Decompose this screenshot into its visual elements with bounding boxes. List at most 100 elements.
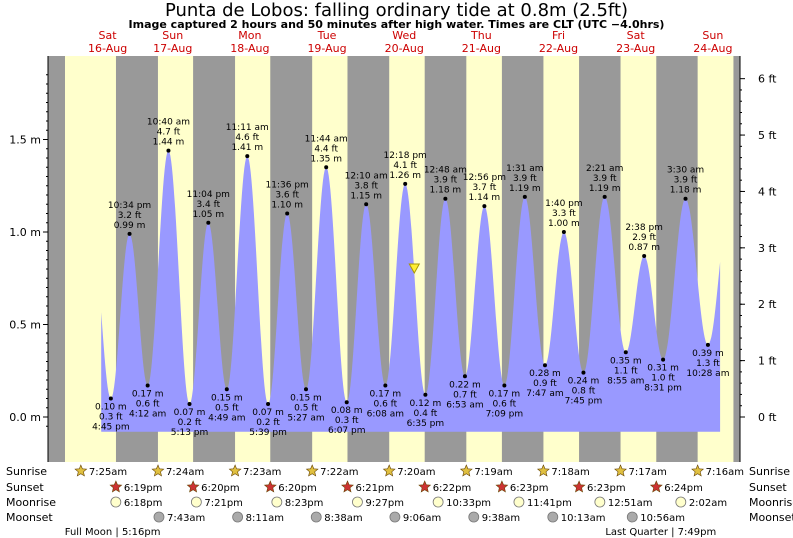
tide-ft-label: 0.9 ft bbox=[533, 379, 557, 389]
sunrise-time: 7:17am bbox=[629, 467, 667, 478]
tide-ft-label: 3.9 ft bbox=[674, 176, 698, 186]
tide-ft-label: 1.3 ft bbox=[696, 359, 720, 369]
tide-point bbox=[364, 202, 369, 207]
sunset-row-label: Sunset bbox=[749, 481, 787, 494]
tide-ft-label: 0.4 ft bbox=[414, 409, 438, 419]
tide-point bbox=[581, 370, 586, 375]
tide-point bbox=[522, 194, 527, 199]
tide-ft-label: 3.4 ft bbox=[196, 200, 220, 210]
tide-time-label: 3:30 am bbox=[667, 166, 704, 176]
y-tick-label-ft: 4 ft bbox=[758, 185, 777, 198]
tide-point bbox=[683, 196, 688, 201]
tide-ft-label: 0.6 ft bbox=[136, 400, 160, 410]
moonset-icon bbox=[232, 511, 244, 523]
tide-ft-label: 0.6 ft bbox=[493, 400, 517, 410]
sunset-time: 6:24pm bbox=[664, 483, 703, 494]
moonrise-time: 12:51am bbox=[608, 498, 653, 509]
tide-time-label: 12:48 am bbox=[424, 166, 467, 176]
date-label: 18-Aug bbox=[230, 42, 269, 55]
tide-ft-label: 0.2 ft bbox=[256, 418, 280, 428]
tide-point bbox=[542, 363, 547, 368]
day-label: Wed bbox=[392, 29, 416, 42]
sunrise-time: 7:24am bbox=[166, 467, 204, 478]
tide-time-label: 6:35 pm bbox=[407, 419, 445, 429]
tide-m-label: 0.99 m bbox=[114, 221, 146, 231]
sunrise-icon bbox=[228, 464, 242, 477]
tide-m-label: 1.18 m bbox=[430, 186, 462, 196]
tide-time-label: 4:49 am bbox=[208, 413, 245, 423]
date-label: 24-Aug bbox=[693, 42, 732, 55]
tide-m-label: 0.39 m bbox=[692, 349, 724, 359]
moonrise-time: 2:02am bbox=[689, 498, 727, 509]
tide-point bbox=[108, 396, 113, 401]
tide-point bbox=[166, 148, 171, 153]
day-label: Thu bbox=[470, 29, 492, 42]
tide-m-label: 0.22 m bbox=[449, 380, 481, 390]
tide-point bbox=[344, 400, 349, 405]
moonset-icon bbox=[310, 511, 322, 523]
tide-time-label: 7:45 pm bbox=[565, 397, 603, 407]
moonrise-time: 8:23pm bbox=[285, 498, 324, 509]
moon-phase-label: Full Moon | 5:16pm bbox=[65, 527, 161, 538]
tide-m-label: 0.07 m bbox=[174, 408, 206, 418]
tide-time-label: 8:55 am bbox=[607, 376, 644, 386]
sunset-time: 6:19pm bbox=[124, 483, 163, 494]
y-tick-label-m: 0.0 m bbox=[9, 411, 41, 424]
tide-point bbox=[206, 220, 211, 225]
tide-m-label: 1.10 m bbox=[271, 201, 303, 211]
tide-point bbox=[642, 254, 647, 259]
tide-point bbox=[383, 383, 388, 388]
sunset-row-label: Sunset bbox=[6, 481, 44, 494]
sunrise-icon bbox=[151, 464, 165, 477]
tide-ft-label: 3.6 ft bbox=[275, 191, 299, 201]
tide-point bbox=[705, 342, 710, 347]
moonrise-row-label: Moonrise bbox=[749, 496, 793, 509]
tide-ft-label: 0.3 ft bbox=[335, 416, 359, 426]
date-label: 22-Aug bbox=[539, 42, 578, 55]
moonrise-time: 7:21pm bbox=[204, 498, 243, 509]
sunrise-time: 7:16am bbox=[706, 467, 744, 478]
date-label: 16-Aug bbox=[88, 42, 127, 55]
day-label: Fri bbox=[552, 29, 565, 42]
moonset-time: 9:38am bbox=[482, 513, 520, 524]
tide-point bbox=[304, 387, 309, 392]
moonset-time: 10:13am bbox=[561, 513, 606, 524]
tide-point bbox=[145, 383, 150, 388]
sunrise-time: 7:20am bbox=[397, 467, 435, 478]
tide-m-label: 0.87 m bbox=[628, 243, 660, 253]
sunrise-time: 7:22am bbox=[320, 467, 358, 478]
moonset-row-label: Moonset bbox=[749, 511, 793, 524]
tide-m-label: 0.15 m bbox=[290, 393, 322, 403]
tide-ft-label: 4.6 ft bbox=[235, 133, 259, 143]
moonrise-icon bbox=[190, 496, 202, 508]
date-label: 19-Aug bbox=[307, 42, 346, 55]
tide-time-label: 11:04 pm bbox=[187, 190, 230, 200]
day-label: Mon bbox=[238, 29, 261, 42]
sunset-icon bbox=[263, 480, 277, 493]
sunrise-time: 7:18am bbox=[551, 467, 589, 478]
moonset-time: 8:38am bbox=[324, 513, 362, 524]
tide-point bbox=[245, 154, 250, 159]
tide-ft-label: 3.2 ft bbox=[118, 211, 142, 221]
y-tick-label-ft: 0 ft bbox=[758, 411, 777, 424]
tide-ft-label: 3.9 ft bbox=[513, 174, 537, 184]
tide-point bbox=[462, 374, 467, 379]
tide-time-label: 1:31 am bbox=[506, 164, 543, 174]
moon-phase-label: Last Quarter | 7:49pm bbox=[605, 527, 716, 538]
tide-m-label: 1.18 m bbox=[670, 186, 702, 196]
tide-point bbox=[502, 383, 507, 388]
tide-point bbox=[661, 357, 666, 362]
tide-m-label: 0.24 m bbox=[568, 377, 600, 387]
moonset-row-label: Moonset bbox=[6, 511, 53, 524]
moonrise-icon bbox=[513, 496, 525, 508]
moonset-icon bbox=[389, 511, 401, 523]
tide-point bbox=[443, 196, 448, 201]
tide-time-label: 6:07 pm bbox=[328, 426, 366, 436]
tide-point bbox=[224, 387, 229, 392]
sunset-icon bbox=[186, 480, 200, 493]
moonset-icon bbox=[626, 511, 638, 523]
sunset-icon bbox=[341, 480, 354, 493]
tide-series-area bbox=[101, 150, 721, 432]
sunset-time: 6:22pm bbox=[433, 483, 472, 494]
